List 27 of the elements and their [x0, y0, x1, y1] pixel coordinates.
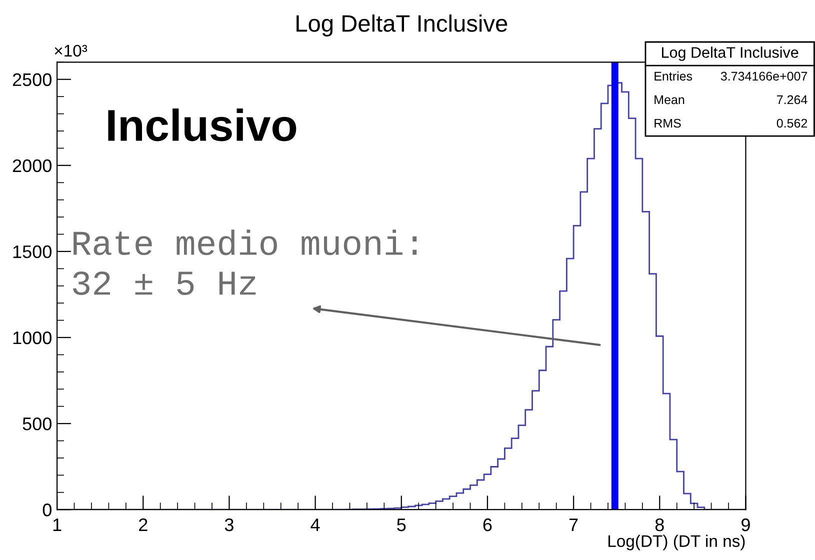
y-tick-label: 2000	[12, 159, 52, 172]
text: Log DeltaT Inclusive	[662, 46, 798, 61]
x-tick-label: 7	[569, 518, 578, 532]
chart-title: Log DeltaT Inclusive	[296, 14, 508, 37]
y-tick-label: 1500	[13, 245, 52, 258]
x-tick-label: 9	[742, 518, 750, 532]
y-tick-label: 500	[22, 417, 52, 430]
x-axis-title: Log(DT) (DT in ns)	[608, 534, 745, 550]
y-tick-label: 2500	[12, 73, 52, 86]
text: 7.264	[777, 95, 808, 104]
x-tick-label: 6	[483, 518, 492, 532]
annotation: 3.734166e+007	[720, 72, 808, 81]
x-tick-label: 1	[53, 518, 62, 532]
annotation: Rate medio muoni: 32 ± 5 Hz	[72, 230, 417, 296]
annotation: Entries	[654, 71, 692, 81]
y-tick-label: 0	[42, 504, 52, 516]
annotation: RMS	[654, 118, 681, 128]
y-tick-label: 1000	[13, 331, 52, 344]
x-tick-label: 5	[397, 518, 406, 532]
annotation: Inclusivo	[108, 108, 296, 142]
x-tick-label: 8	[655, 518, 664, 532]
text: ×10³	[54, 44, 88, 57]
x-tick-label: 3	[224, 518, 234, 532]
annotation: Mean	[654, 95, 684, 104]
text: 0.562	[776, 118, 808, 128]
x-tick-label: 2	[139, 518, 148, 532]
x-tick-label: 4	[310, 518, 320, 532]
